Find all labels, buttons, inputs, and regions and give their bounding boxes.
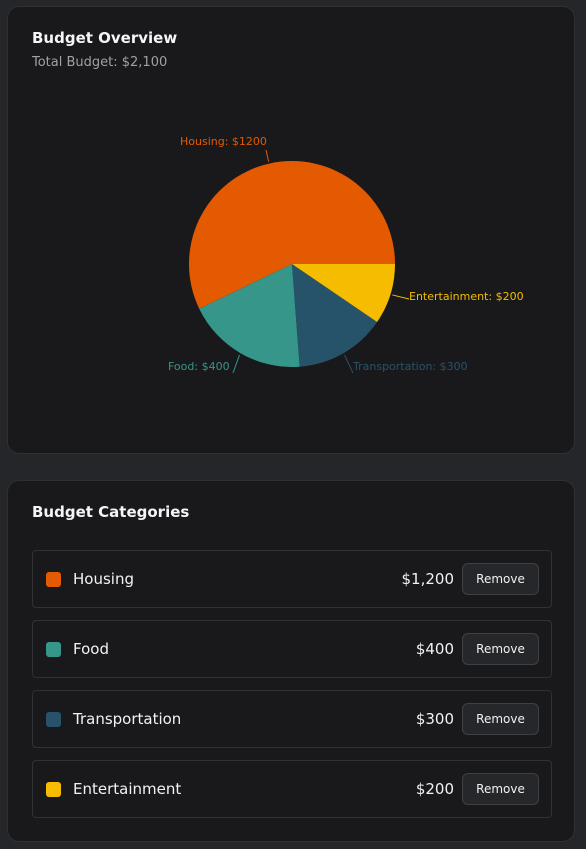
category-row-transportation: Transportation $300 Remove [32,690,552,748]
budget-overview-card: Budget Overview Total Budget: $2,100 Hou… [7,6,575,454]
categories-title: Budget Categories [32,503,190,521]
category-row-entertainment: Entertainment $200 Remove [32,760,552,818]
leader-line-entertainment [392,294,410,300]
category-amount: $200 [415,780,454,798]
category-amount: $300 [415,710,454,728]
total-budget-text: Total Budget: $2,100 [32,55,168,70]
overview-title: Budget Overview [32,29,178,47]
pie-label-transportation: Transportation: $300 [352,360,468,373]
category-row-food: Food $400 Remove [32,620,552,678]
category-color-swatch [46,642,61,657]
category-amount: $400 [415,640,454,658]
pie-slice-housing [188,160,395,309]
remove-housing-button[interactable]: Remove [462,563,539,595]
category-name: Entertainment [73,780,182,798]
remove-entertainment-button[interactable]: Remove [462,773,539,805]
pie-label-entertainment: Entertainment: $200 [409,290,524,303]
category-name: Transportation [73,710,182,728]
category-name: Food [73,640,109,658]
pie-slice-transportation [292,264,378,367]
category-row-housing: Housing $1,200 Remove [32,550,552,608]
pie-label-food: Food: $400 [168,360,230,373]
category-color-swatch [46,782,61,797]
leader-line-food [232,354,240,374]
category-amount: $1,200 [401,570,455,588]
remove-food-button[interactable]: Remove [462,633,539,665]
category-color-swatch [46,712,61,727]
pie-slice-food [199,264,300,368]
remove-transportation-button[interactable]: Remove [462,703,539,735]
pie-slice-entertainment [292,264,395,323]
leader-line-transportation [344,354,354,374]
budget-categories-card: Budget Categories Housing $1,200 Remove … [7,480,575,842]
pie-label-housing: Housing: $1200 [180,135,267,148]
category-name: Housing [73,570,134,588]
budget-pie-chart: Housing: $1200 Food: $400 Transportation: … [168,135,524,374]
leader-line-housing [265,149,270,162]
category-color-swatch [46,572,61,587]
